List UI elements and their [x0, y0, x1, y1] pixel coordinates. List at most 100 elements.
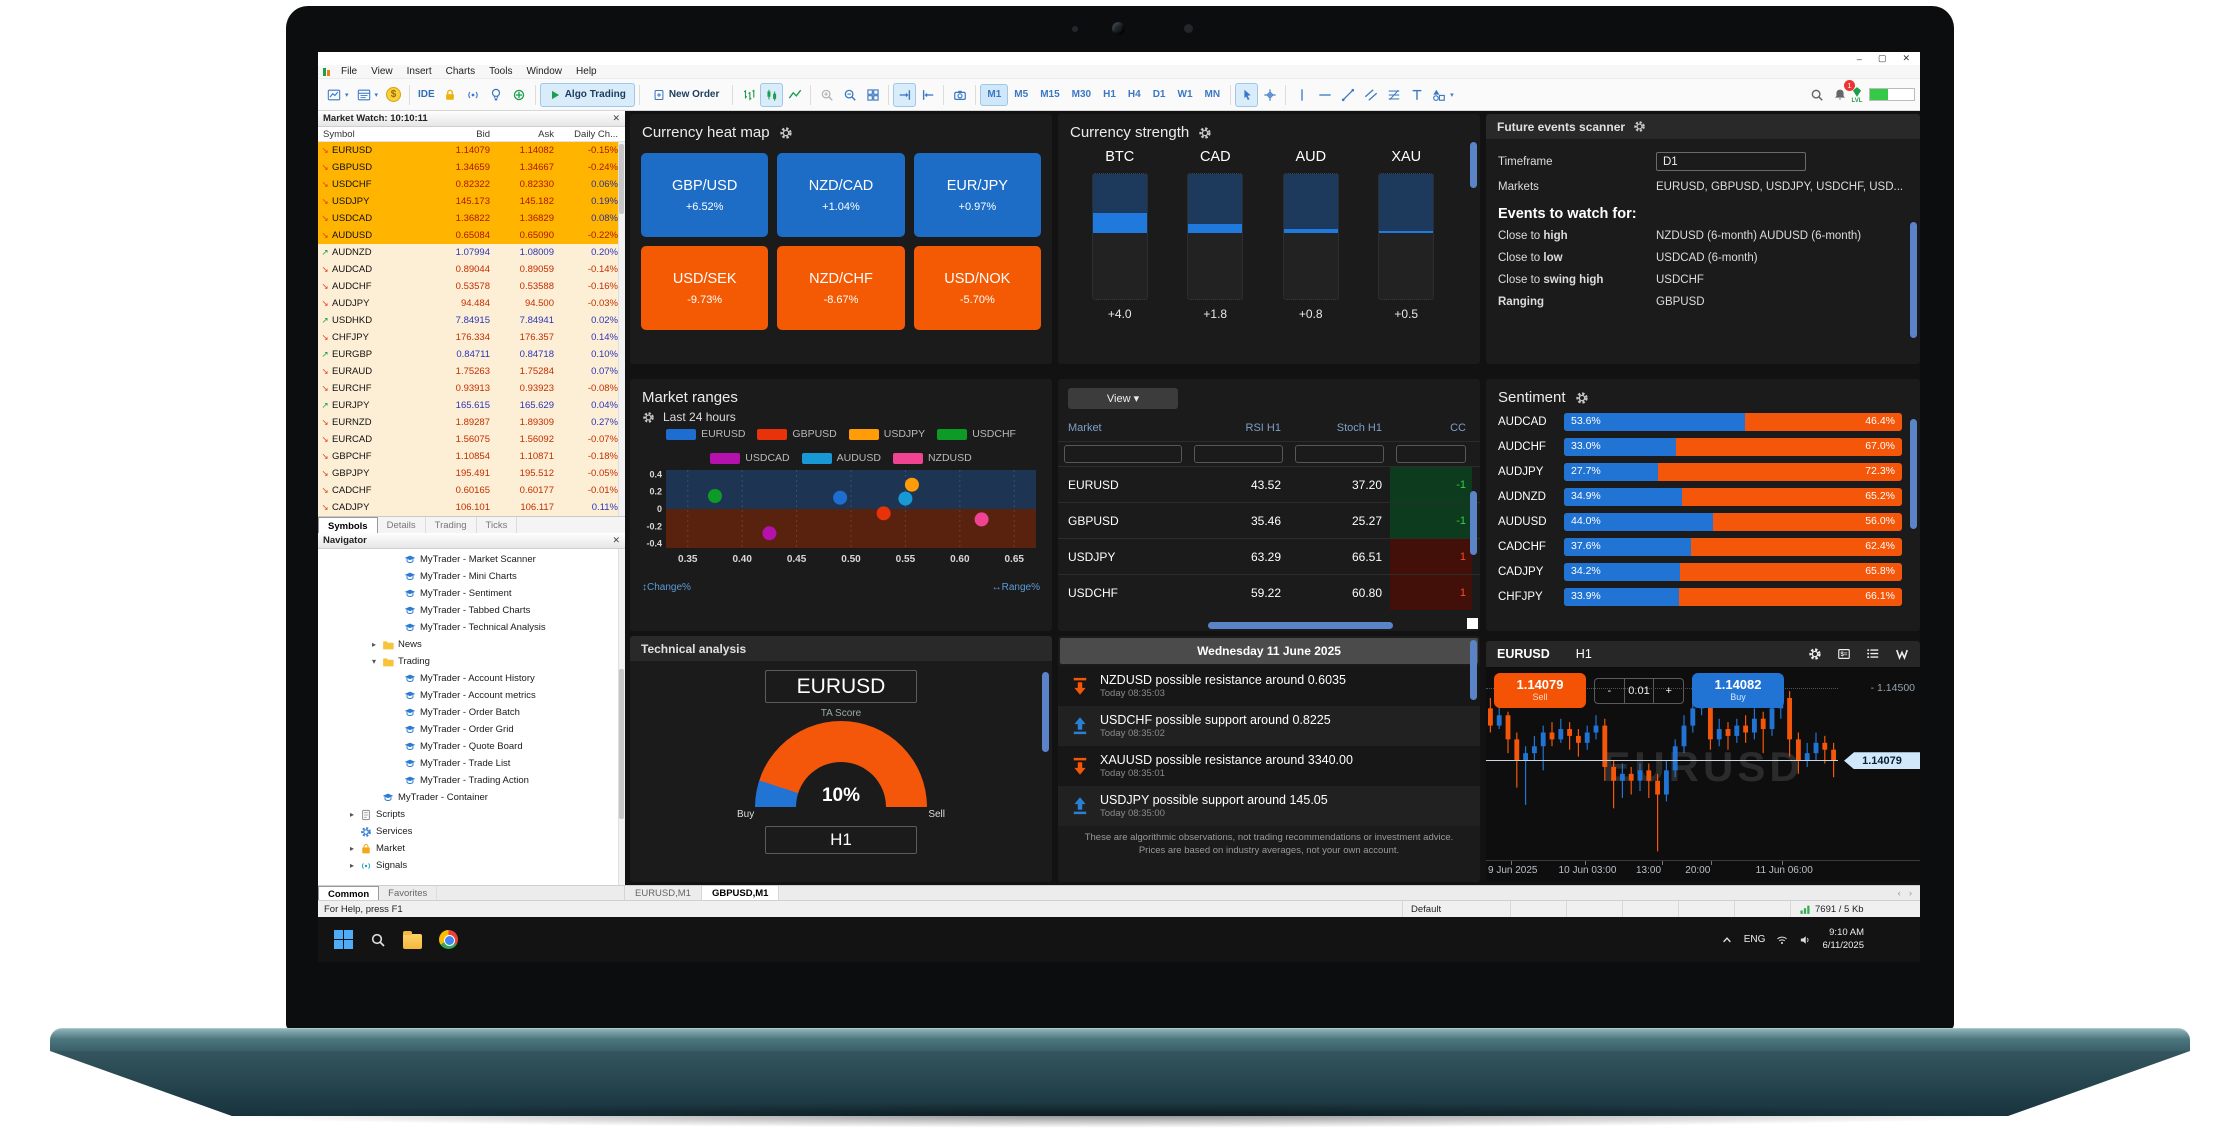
- navigator-item[interactable]: MyTrader - Container: [318, 789, 625, 806]
- heat-map-tile-nzd-chf[interactable]: NZD/CHF -8.67%: [777, 246, 905, 330]
- market-watch-row-eurnzd[interactable]: ↘ EURNZD 1.89287 1.89309 0.27%: [318, 414, 625, 431]
- navigator-item[interactable]: MyTrader - Trade List: [318, 755, 625, 772]
- navigator-item[interactable]: MyTrader - Account History: [318, 670, 625, 687]
- menu-item-charts[interactable]: Charts: [445, 66, 476, 77]
- level-icon[interactable]: LVL: [1851, 86, 1863, 104]
- chart-tab-eurusd-m1[interactable]: EURUSD,M1: [625, 886, 702, 900]
- market-watch-row-eurjpy[interactable]: ↗ EURJPY 165.615 165.629 0.04%: [318, 397, 625, 414]
- invoice-icon[interactable]: [1837, 647, 1851, 661]
- menu-item-tools[interactable]: Tools: [489, 66, 513, 77]
- market-watch-row-gbpchf[interactable]: ↘ GBPCHF 1.10854 1.10871 -0.18%: [318, 448, 625, 465]
- menu-item-window[interactable]: Window: [526, 66, 563, 77]
- maximize-button[interactable]: ▢: [1877, 53, 1887, 63]
- scanner-columns[interactable]: Market RSI H1 Stoch H1 CC: [1068, 422, 1466, 434]
- timeframe-button-m15[interactable]: M15: [1040, 89, 1060, 100]
- navigator-item[interactable]: MyTrader - Mini Charts: [318, 568, 625, 585]
- volume-stepper[interactable]: - 0.01 +: [1594, 678, 1684, 704]
- market-watch-tab-details[interactable]: Details: [378, 517, 426, 533]
- navigator-item[interactable]: MyTrader - Technical Analysis: [318, 619, 625, 636]
- timeframe-button-w1[interactable]: W1: [1177, 89, 1193, 100]
- line-chart-button[interactable]: [783, 83, 806, 107]
- ta-timeframe-box[interactable]: H1: [765, 826, 917, 854]
- market-watch-row-eurusd[interactable]: ↘ EURUSD 1.14079 1.14082 -0.15%: [318, 142, 625, 159]
- timeframe-button-h1[interactable]: H1: [1103, 89, 1116, 100]
- minimize-button[interactable]: –: [1856, 53, 1862, 64]
- ide-button[interactable]: IDE: [418, 89, 435, 100]
- navigator-item[interactable]: ▾ Trading: [371, 656, 430, 667]
- navigator-item[interactable]: MyTrader - Tabbed Charts: [318, 602, 625, 619]
- market-watch-row-gbpjpy[interactable]: ↘ GBPJPY 195.491 195.512 -0.05%: [318, 465, 625, 482]
- speaker-icon[interactable]: [1799, 934, 1811, 946]
- ta-symbol-box[interactable]: EURUSD: [765, 670, 917, 703]
- market-watch-scrollbar[interactable]: [618, 142, 625, 516]
- timeframe-button-d1[interactable]: D1: [1152, 89, 1166, 100]
- shapes-tool[interactable]: ▾: [1428, 83, 1458, 107]
- navigator-item[interactable]: MyTrader - Trading Action: [318, 772, 625, 789]
- heat-map-tile-gbp-usd[interactable]: GBP/USD +6.52%: [641, 153, 769, 237]
- notifications-bell-icon[interactable]: 1: [1828, 79, 1855, 107]
- trendline-tool[interactable]: [1336, 83, 1359, 107]
- chart-window-button[interactable]: ▾: [323, 83, 353, 107]
- vertical-line-tool[interactable]: [1290, 83, 1313, 107]
- navigator-item[interactable]: ▸ Scripts: [349, 809, 406, 820]
- market-watch-row-gbpusd[interactable]: ↘ GBPUSD 1.34659 1.34667 -0.24%: [318, 159, 625, 176]
- algo-trading-button[interactable]: Algo Trading: [539, 82, 635, 107]
- navigator-tab-favorites[interactable]: Favorites: [379, 886, 438, 900]
- timeframe-button-mn[interactable]: MN: [1204, 89, 1221, 100]
- navigator-item[interactable]: ▸ News: [371, 639, 422, 650]
- gear-icon[interactable]: [1575, 391, 1589, 405]
- file-explorer-icon[interactable]: [403, 930, 422, 949]
- navigator-scrollbar[interactable]: [618, 549, 625, 885]
- market-watch-row-audjpy[interactable]: ↘ AUDJPY 94.484 94.500 -0.03%: [318, 295, 625, 312]
- sentiment-scrollbar[interactable]: [1910, 419, 1917, 529]
- market-lock-icon[interactable]: [439, 83, 462, 107]
- market-watch-tab-ticks[interactable]: Ticks: [477, 517, 518, 533]
- navigator-item[interactable]: ▸ Market: [349, 843, 406, 854]
- market-watch-row-eurchf[interactable]: ↘ EURCHF 0.93913 0.93923 -0.08%: [318, 380, 625, 397]
- navigator-item[interactable]: MyTrader - Market Scanner: [318, 551, 625, 568]
- auto-scroll-button[interactable]: [893, 82, 917, 107]
- scanner-row-usdjpy[interactable]: USDJPY 63.29 66.51 1: [1058, 538, 1480, 574]
- menu-item-help[interactable]: Help: [576, 66, 597, 77]
- market-watch-row-usdchf[interactable]: ↘ USDCHF 0.82322 0.82330 0.06%: [318, 176, 625, 193]
- broadcast-icon[interactable]: [462, 83, 485, 107]
- view-dropdown-button[interactable]: View ▾: [1068, 388, 1178, 409]
- filter-input[interactable]: [1396, 445, 1466, 463]
- gear-icon[interactable]: [642, 411, 655, 424]
- scanner-row-gbpusd[interactable]: GBPUSD 35.46 25.27 -1: [1058, 502, 1480, 538]
- scanner-hscrollbar[interactable]: [1208, 622, 1393, 629]
- navigator-item[interactable]: MyTrader - Order Grid: [318, 721, 625, 738]
- scanner-row-usdchf[interactable]: USDCHF 59.22 60.80 1: [1058, 574, 1480, 610]
- navigator-item[interactable]: ▸ Signals: [349, 860, 408, 871]
- market-watch-row-usdcad[interactable]: ↘ USDCAD 1.36822 1.36829 0.08%: [318, 210, 625, 227]
- gear-icon[interactable]: [779, 126, 793, 140]
- navigator-close-icon[interactable]: ✕: [612, 535, 620, 545]
- zoom-out-button[interactable]: [838, 83, 861, 107]
- horizontal-line-tool[interactable]: [1313, 83, 1336, 107]
- text-tool[interactable]: [1405, 83, 1428, 107]
- clock[interactable]: 9:10 AM 6/11/2025: [1822, 927, 1864, 951]
- navigator-item[interactable]: MyTrader - Sentiment: [318, 585, 625, 602]
- crosshair-tool-button[interactable]: [1258, 83, 1281, 107]
- market-watch-tab-trading[interactable]: Trading: [426, 517, 477, 533]
- navigator-tab-common[interactable]: Common: [318, 886, 380, 901]
- heat-map-tile-usd-nok[interactable]: USD/NOK -5.70%: [913, 246, 1041, 330]
- navigator-item[interactable]: MyTrader - Order Batch: [318, 704, 625, 721]
- fibonacci-tool[interactable]: [1382, 83, 1405, 107]
- stepper-minus[interactable]: -: [1607, 685, 1612, 697]
- filter-input[interactable]: [1194, 445, 1283, 463]
- sell-button[interactable]: 1.14079 Sell: [1494, 673, 1586, 708]
- scanner-vscrollbar[interactable]: [1470, 491, 1477, 555]
- tile-windows-button[interactable]: [861, 83, 884, 107]
- feed-item-support[interactable]: USDJPY possible support around 145.05 Tod…: [1058, 786, 1480, 826]
- gear-icon[interactable]: [1808, 647, 1822, 661]
- navigator-item[interactable]: MyTrader - Account metrics: [318, 687, 625, 704]
- market-watch-row-cadchf[interactable]: ↘ CADCHF 0.60165 0.60177 -0.01%: [318, 482, 625, 499]
- buy-button[interactable]: 1.14082 Buy: [1692, 673, 1784, 708]
- market-watch-row-usdjpy[interactable]: ↘ USDJPY 145.173 145.182 0.19%: [318, 193, 625, 210]
- market-watch-row-euraud[interactable]: ↘ EURAUD 1.75263 1.75284 0.07%: [318, 363, 625, 380]
- market-watch-row-audusd[interactable]: ↘ AUDUSD 0.65084 0.65090 -0.22%: [318, 227, 625, 244]
- new-order-button[interactable]: New Order: [644, 83, 729, 107]
- feed-scrollbar[interactable]: [1470, 640, 1477, 700]
- gear-icon[interactable]: [1633, 120, 1646, 133]
